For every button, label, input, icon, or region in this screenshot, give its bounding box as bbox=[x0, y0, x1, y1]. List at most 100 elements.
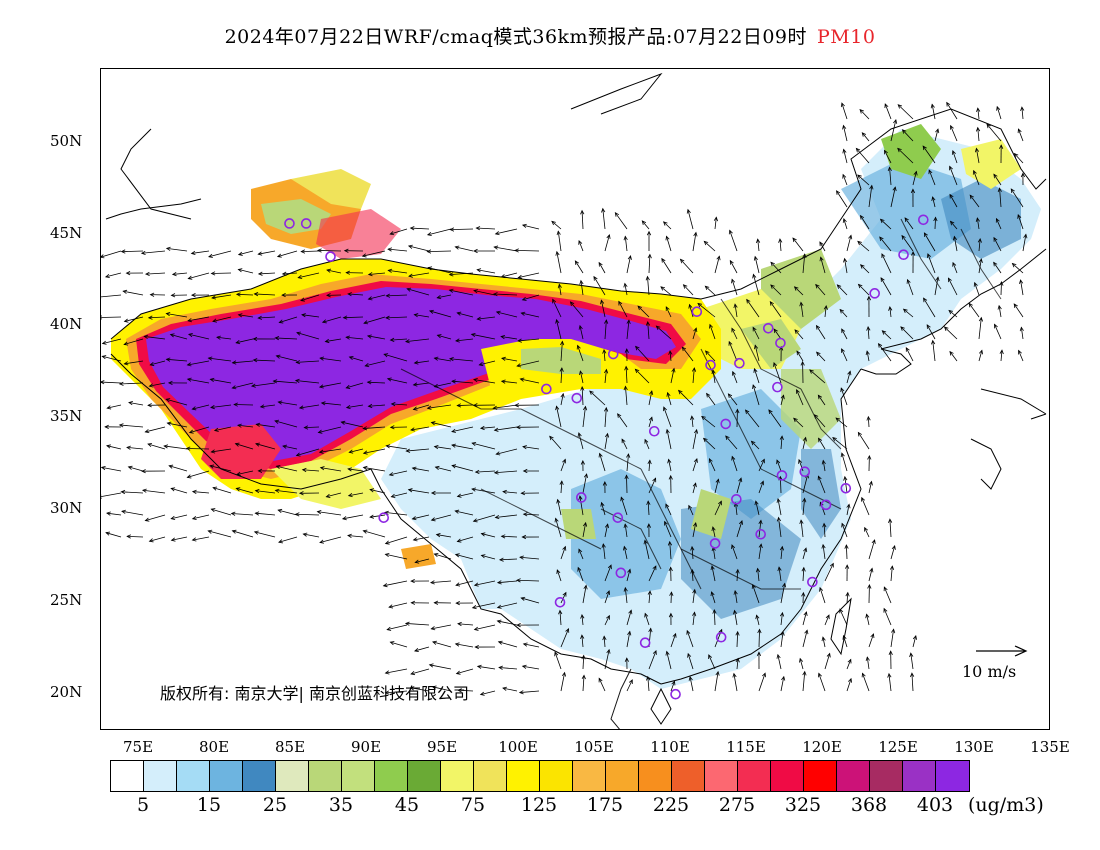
wind-arrow bbox=[208, 530, 232, 538]
wind-arrow-head bbox=[207, 356, 213, 361]
wind-arrow-head bbox=[105, 531, 111, 536]
station-marker bbox=[709, 538, 721, 549]
wind-arrow-head bbox=[369, 514, 374, 519]
wind-arrow-head bbox=[317, 248, 322, 253]
wind-arrow-head bbox=[822, 522, 827, 528]
wind-arrow-head bbox=[495, 310, 501, 315]
wind-arrow bbox=[455, 338, 474, 342]
wind-arrow bbox=[802, 630, 808, 648]
wind-arrow-head bbox=[473, 378, 478, 383]
wind-arrow bbox=[216, 336, 232, 340]
wind-arrow-head bbox=[823, 305, 828, 310]
wind-arrow bbox=[822, 637, 826, 648]
wind-arrow-head bbox=[735, 630, 740, 636]
wind-arrow-head bbox=[731, 370, 736, 376]
wind-arrow-head bbox=[930, 103, 935, 109]
wind-arrow bbox=[106, 512, 122, 516]
colorbar-swatch bbox=[177, 761, 210, 791]
wind-arrow-head bbox=[757, 628, 762, 634]
wind-arrow-head bbox=[752, 326, 757, 332]
wind-arrow-head bbox=[809, 369, 814, 374]
wind-arrow bbox=[407, 288, 430, 296]
wind-arrow-head bbox=[652, 650, 657, 655]
wind-arrow-head bbox=[589, 390, 594, 395]
wind-arrow bbox=[890, 629, 895, 648]
colorbar-swatch bbox=[243, 761, 276, 791]
wind-arrow bbox=[171, 536, 188, 541]
wind-arrow bbox=[867, 416, 870, 428]
wind-arrow bbox=[300, 294, 320, 301]
wind-arrow bbox=[211, 294, 232, 299]
lon-label: 135E bbox=[1030, 738, 1070, 756]
wind-arrow-head bbox=[118, 423, 124, 428]
wind-arrow bbox=[692, 589, 696, 604]
wind-arrow bbox=[187, 378, 210, 384]
wind-arrow-head bbox=[578, 239, 583, 245]
lon-label: 90E bbox=[350, 738, 382, 756]
colorbar-unit: (ug/m3) bbox=[968, 794, 1044, 816]
wind-arrow bbox=[969, 194, 980, 208]
wind-arrow-head bbox=[901, 129, 907, 134]
wind-arrow bbox=[818, 673, 826, 692]
colorbar-label: 403 bbox=[916, 794, 954, 816]
wind-arrow bbox=[846, 504, 850, 516]
wind-arrow bbox=[481, 533, 496, 538]
wind-arrow-head bbox=[600, 501, 605, 507]
wind-arrow bbox=[598, 678, 606, 692]
wind-arrow-head bbox=[144, 517, 150, 522]
wind-arrow-head bbox=[933, 216, 938, 222]
wind-arrow-head bbox=[430, 626, 436, 631]
wind-arrow bbox=[502, 491, 518, 494]
wind-arrow-head bbox=[910, 250, 916, 256]
wind-arrow-head bbox=[473, 626, 479, 631]
wind-arrow-head bbox=[552, 298, 557, 304]
colorbar-label: 75 bbox=[460, 794, 486, 816]
wind-arrow bbox=[844, 258, 848, 274]
wind-arrow bbox=[578, 240, 584, 252]
wind-arrow-head bbox=[677, 389, 683, 395]
wind-arrow-head bbox=[210, 405, 215, 410]
wind-arrow bbox=[472, 442, 496, 450]
wind-arrow-head bbox=[897, 147, 902, 153]
wind-arrow-head bbox=[603, 406, 609, 412]
wind-arrow-head bbox=[781, 675, 786, 681]
wind-arrow bbox=[704, 241, 716, 252]
wind-arrow-head bbox=[319, 539, 325, 544]
wind-arrow bbox=[754, 345, 760, 362]
wind-arrow-head bbox=[819, 586, 824, 592]
wind-arrow bbox=[1012, 263, 1024, 274]
wind-arrow-head bbox=[324, 338, 330, 344]
wind-arrow-head bbox=[795, 388, 800, 394]
wind-scale-label: 10 m/s bbox=[962, 662, 1017, 681]
wind-arrow bbox=[410, 227, 430, 230]
wind-arrow-head bbox=[386, 377, 392, 382]
wind-arrow-head bbox=[389, 337, 395, 342]
wind-arrow bbox=[843, 635, 848, 648]
wind-arrow-head bbox=[634, 368, 640, 374]
wind-arrow-head bbox=[840, 102, 845, 108]
wind-arrow bbox=[275, 337, 298, 340]
wind-arrow bbox=[823, 523, 826, 538]
wind-arrow bbox=[501, 336, 518, 340]
wind-arrow-head bbox=[385, 293, 391, 298]
wind-arrow-head bbox=[881, 253, 886, 258]
wind-arrow bbox=[668, 459, 672, 472]
wind-arrow bbox=[231, 513, 254, 516]
station-marker bbox=[807, 576, 818, 588]
wind-arrow bbox=[370, 489, 386, 494]
wind-arrow-head bbox=[428, 663, 434, 668]
wind-arrow bbox=[210, 404, 232, 408]
wind-arrow bbox=[192, 514, 210, 520]
wind-arrow bbox=[295, 380, 320, 384]
wind-arrow-head bbox=[649, 390, 654, 396]
wind-arrow-head bbox=[803, 611, 808, 616]
wind-arrow bbox=[878, 343, 892, 362]
wind-arrow bbox=[498, 641, 518, 648]
wind-arrow bbox=[475, 470, 496, 473]
wind-arrow bbox=[615, 212, 628, 230]
wind-arrow-head bbox=[880, 277, 885, 282]
wind-arrow-head bbox=[949, 193, 954, 199]
wind-arrow-head bbox=[498, 665, 503, 670]
wind-arrow-head bbox=[316, 510, 322, 515]
wind-arrow-head bbox=[829, 562, 834, 568]
